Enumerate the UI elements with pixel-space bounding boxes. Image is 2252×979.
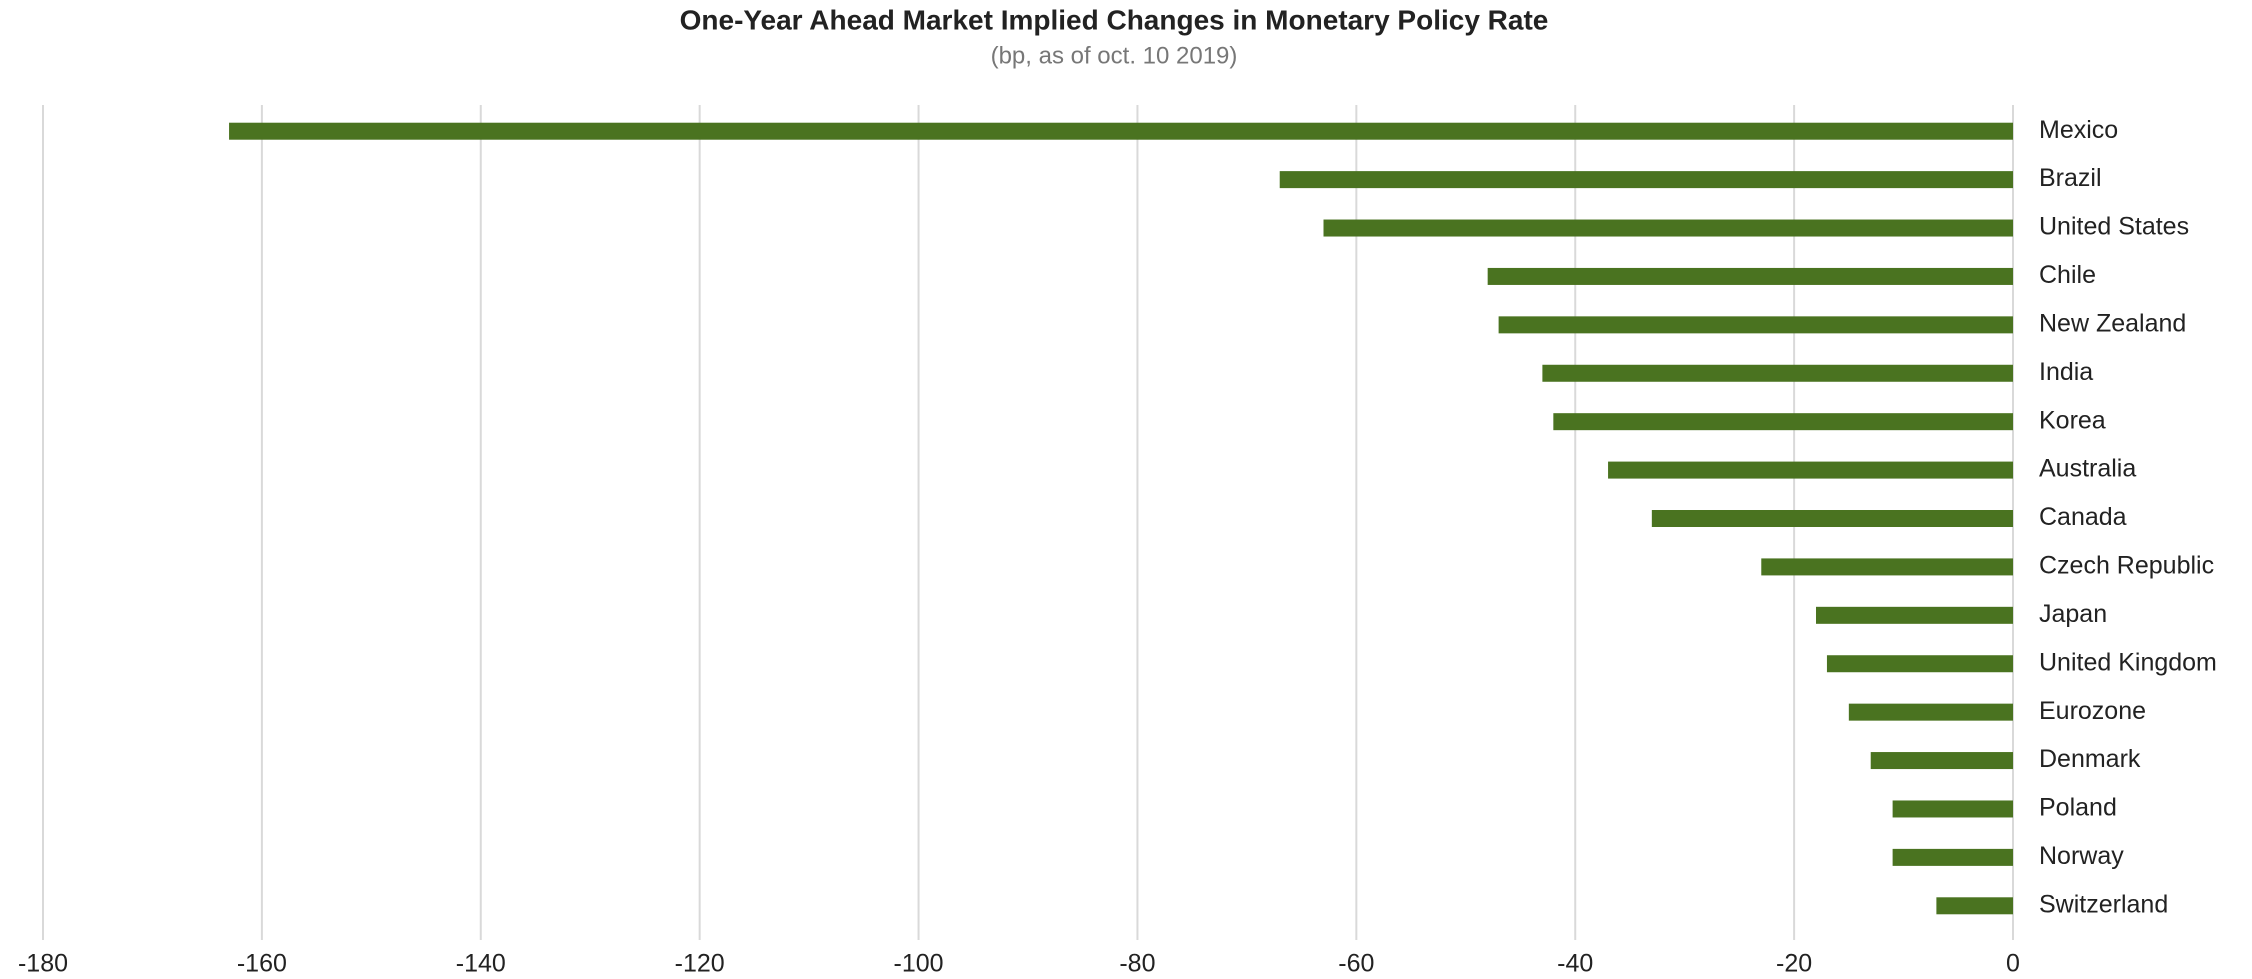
- bar: [1279, 171, 2013, 189]
- x-tick-label: -20: [1776, 950, 1812, 978]
- category-label: United States: [2039, 213, 2189, 241]
- bar: [1651, 510, 2013, 527]
- x-tick-label: -140: [456, 950, 506, 978]
- bar: [1761, 558, 2013, 576]
- x-tick-label: -180: [18, 950, 68, 978]
- bar: [1323, 219, 2013, 237]
- x-tick-label: 0: [2006, 950, 2020, 978]
- bar: [1553, 413, 2013, 431]
- x-tick-label: -120: [675, 950, 725, 978]
- bar: [1498, 316, 2013, 334]
- chart-title: One-Year Ahead Market Implied Changes in…: [680, 4, 1549, 35]
- bar: [1936, 897, 2013, 915]
- category-label: Canada: [2039, 503, 2127, 531]
- bar: [1542, 364, 2013, 382]
- category-label: Czech Republic: [2039, 552, 2214, 580]
- bar: [229, 122, 2014, 140]
- category-label: United Kingdom: [2039, 648, 2217, 676]
- category-label: Poland: [2039, 794, 2117, 822]
- category-label: Eurozone: [2039, 697, 2146, 725]
- category-label: India: [2039, 358, 2093, 386]
- category-label: Denmark: [2039, 745, 2141, 773]
- bar: [1870, 752, 2013, 770]
- bar: [1892, 800, 2013, 818]
- bar: [1487, 267, 2013, 285]
- bar: [1816, 606, 2013, 624]
- x-tick-label: -40: [1557, 950, 1593, 978]
- x-tick-label: -60: [1338, 950, 1374, 978]
- category-label: Norway: [2039, 842, 2124, 870]
- category-label: Mexico: [2039, 116, 2118, 144]
- x-tick-label: -160: [237, 950, 287, 978]
- category-label: Brazil: [2039, 164, 2102, 192]
- category-label: Switzerland: [2039, 890, 2168, 918]
- chart-subtitle: (bp, as of oct. 10 2019): [991, 42, 1238, 69]
- category-label: Chile: [2039, 261, 2096, 289]
- bar: [1826, 655, 2013, 673]
- x-tick-label: -80: [1119, 950, 1155, 978]
- category-label: New Zealand: [2039, 309, 2186, 337]
- category-label: Korea: [2039, 406, 2106, 434]
- x-tick-label: -100: [894, 950, 944, 978]
- bar: [1848, 703, 2013, 721]
- bar: [1892, 848, 2013, 866]
- category-label: Australia: [2039, 455, 2136, 483]
- category-label: Japan: [2039, 600, 2107, 628]
- bar: [1608, 461, 2013, 479]
